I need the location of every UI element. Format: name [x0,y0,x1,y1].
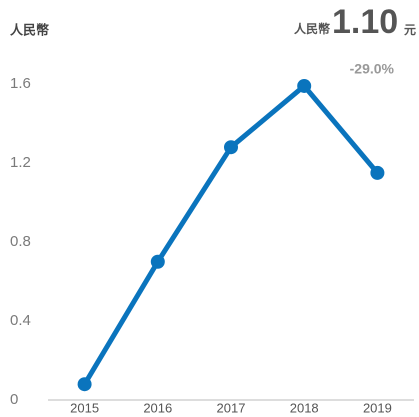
y-tick-label: 0.4 [10,312,31,329]
point [224,140,238,155]
y-tick-label: 1.6 [10,75,31,92]
x-tick-label: 2015 [70,400,99,415]
x-tick-label: 2016 [143,400,172,415]
point [370,165,385,180]
headline-unit: 元 [404,23,416,37]
headline-change: -29.0% [350,61,395,77]
y-axis-label: 人民幣 [10,22,49,37]
point [77,377,92,392]
x-tick-label: 2017 [217,400,246,415]
x-tick-label: 2019 [363,400,392,415]
y-tick-label: 0 [10,391,18,408]
point [150,254,165,269]
headline-prefix: 人民幣 [294,21,330,36]
x-tick-label: 2018 [290,400,319,415]
point [297,78,312,93]
y-tick-label: 1.2 [10,154,31,171]
headline-value: 1.10 [332,3,398,41]
line [82,83,380,386]
y-tick-label: 0.8 [10,233,31,250]
